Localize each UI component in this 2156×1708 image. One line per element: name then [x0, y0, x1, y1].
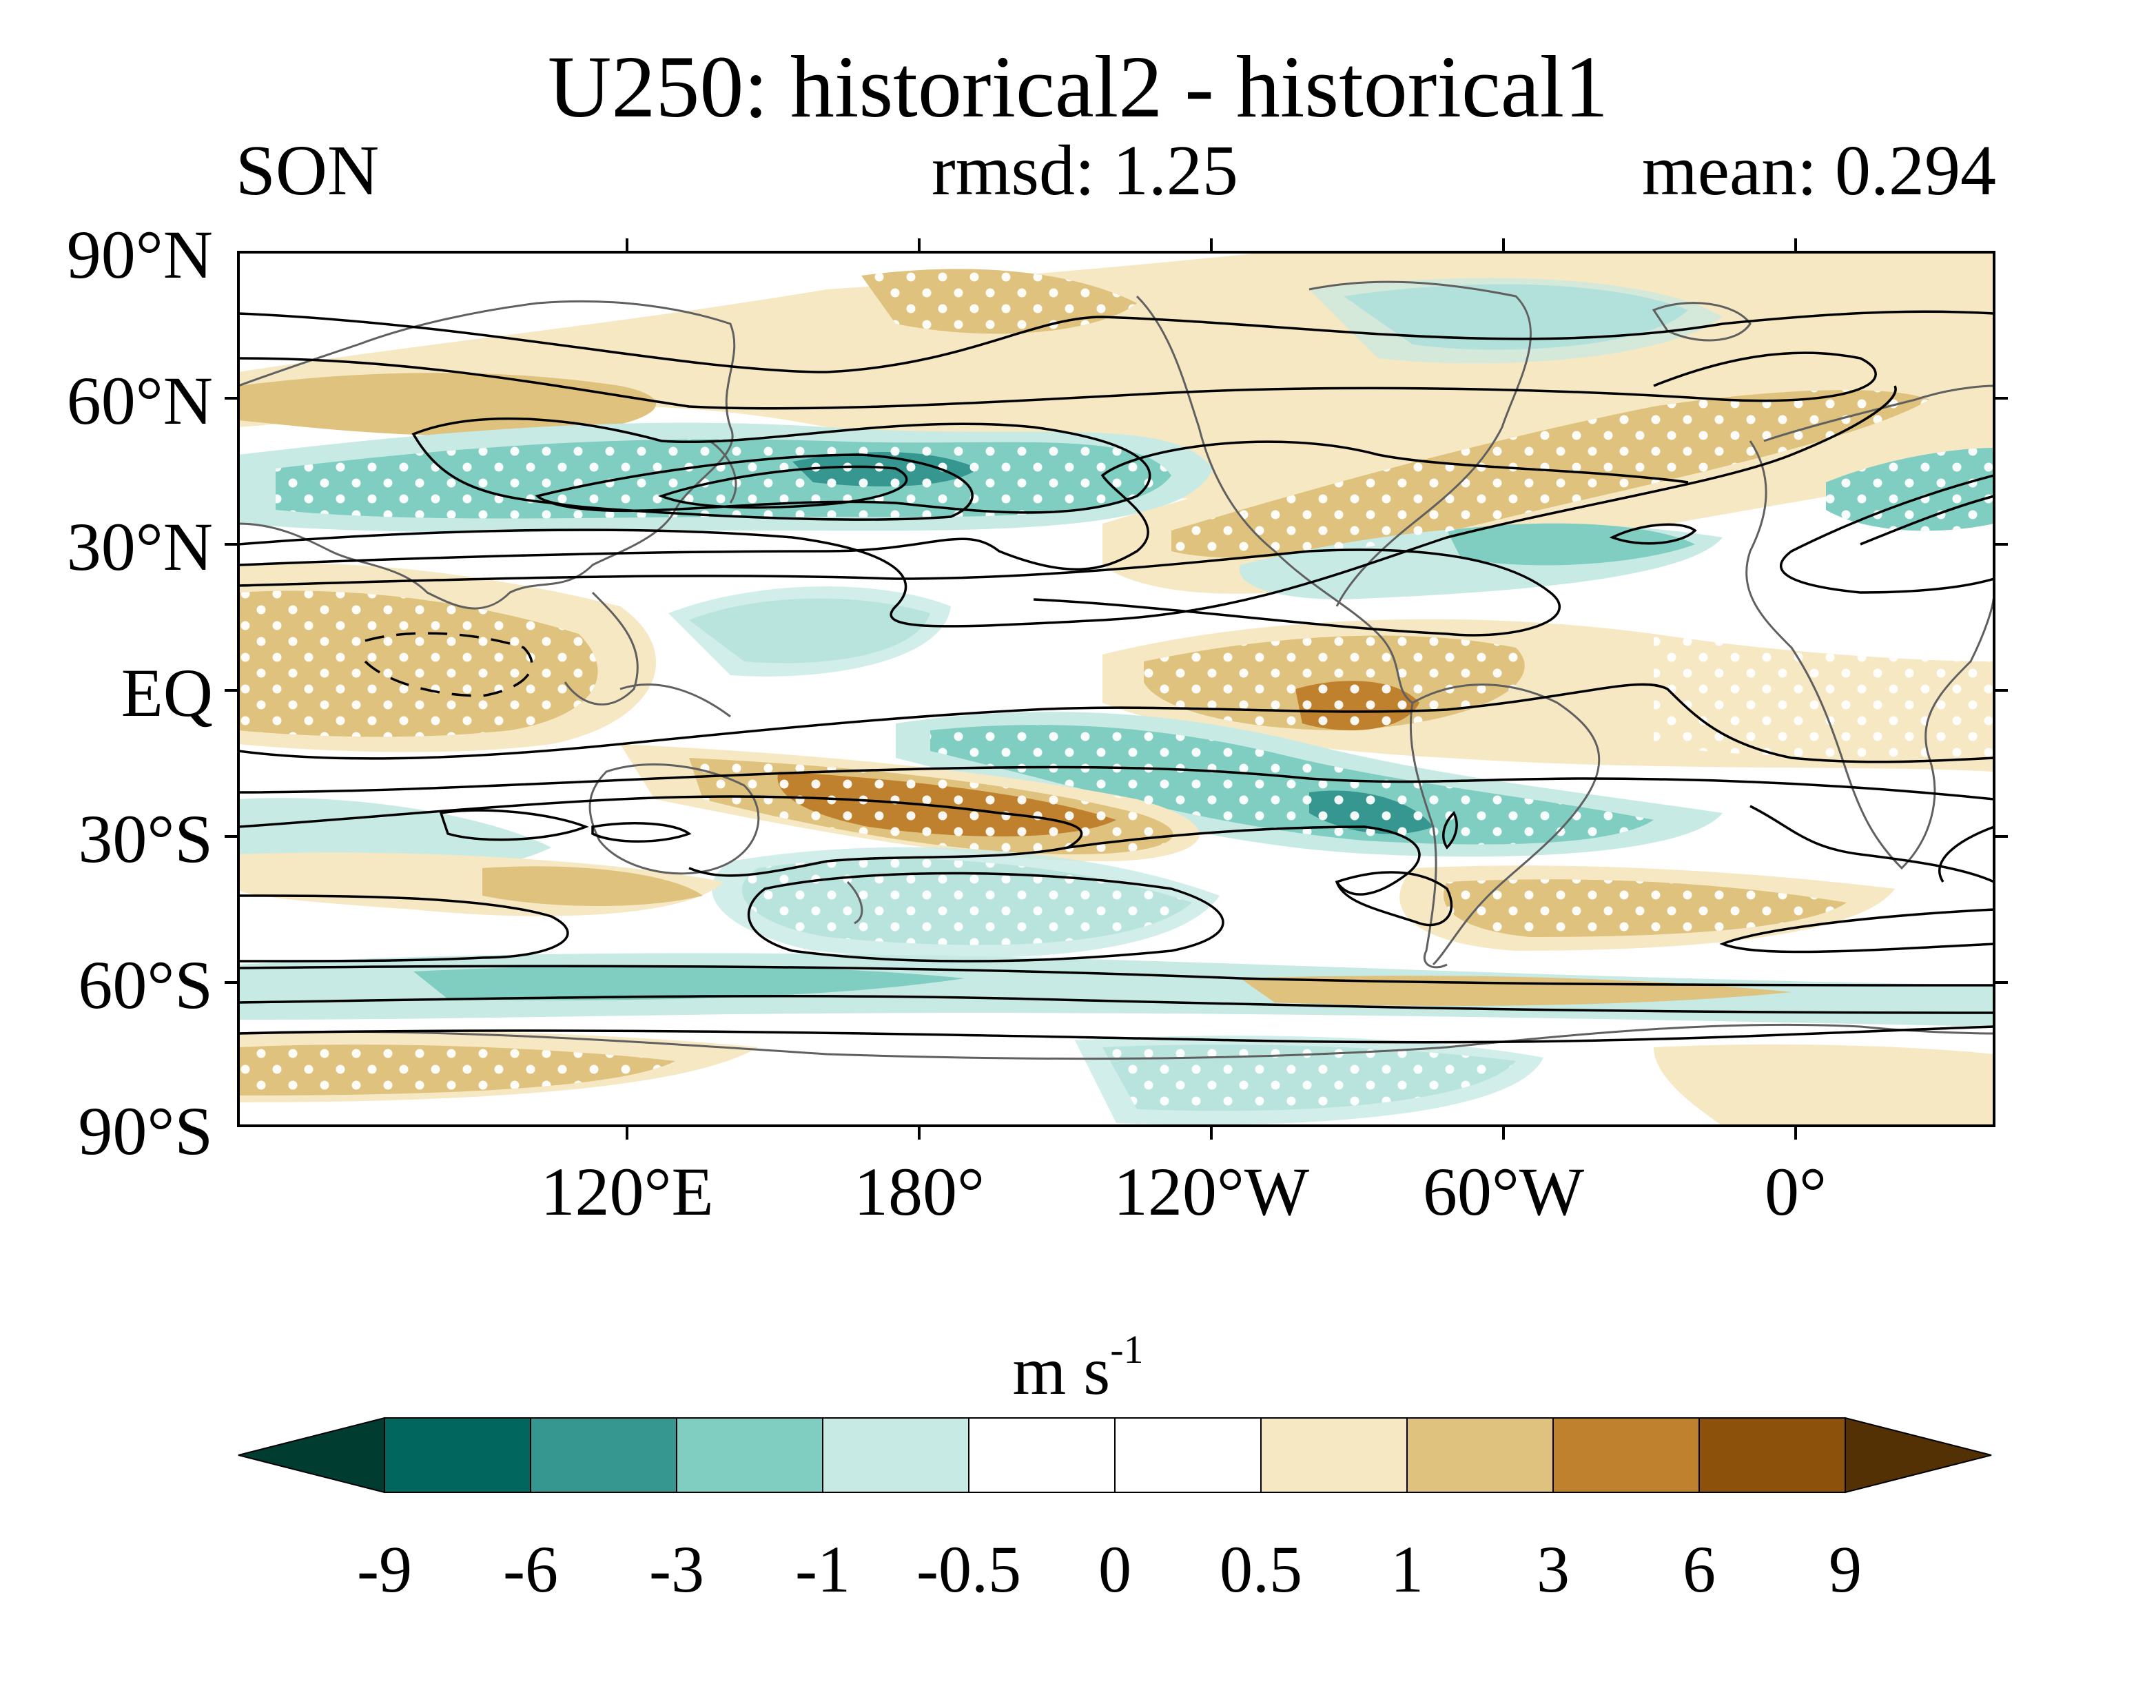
lat-label-60s: 60°S [78, 947, 213, 1023]
lat-label-90s: 90°S [78, 1093, 213, 1169]
lat-label-eq: EQ [121, 655, 213, 731]
mean-label: mean: 0.294 [1641, 131, 1996, 210]
cb-tick-8: 3 [1537, 1532, 1570, 1606]
colorbar-swatch-3 [822, 1417, 969, 1493]
colorbar-swatch-5 [1114, 1417, 1262, 1493]
lat-label-60n: 60°N [66, 362, 213, 439]
lon-label-120e: 120°E [540, 1153, 714, 1230]
cb-tick-4: -0.5 [916, 1532, 1021, 1606]
lon-label-180: 180° [854, 1153, 985, 1230]
lon-label-0: 0° [1765, 1153, 1827, 1230]
map-frame [225, 238, 2008, 1140]
cb-tick-2: -3 [649, 1532, 704, 1606]
colorbar-swatch-7 [1406, 1417, 1554, 1493]
map-panel [238, 252, 1994, 1126]
colorbar-over-triangle [1845, 1417, 1992, 1494]
lon-label-120w: 120°W [1113, 1153, 1310, 1230]
cb-tick-9: 6 [1683, 1532, 1716, 1606]
colorbar-swatch-2 [676, 1417, 823, 1493]
cb-tick-0: -9 [357, 1532, 412, 1606]
cb-tick-7: 1 [1390, 1532, 1424, 1606]
cb-tick-3: -1 [795, 1532, 850, 1606]
lat-label-90n: 90°N [66, 216, 213, 293]
cb-tick-5: 0 [1098, 1532, 1131, 1606]
rmsd-label: rmsd: 1.25 [932, 131, 1238, 210]
colorbar-swatch-6 [1260, 1417, 1408, 1493]
colorbar-swatch-8 [1552, 1417, 1700, 1493]
colorbar-swatch-1 [530, 1417, 677, 1493]
cb-tick-10: 9 [1829, 1532, 1862, 1606]
colorbar-swatch-4 [968, 1417, 1116, 1493]
coastlines [238, 280, 1994, 1060]
colorbar-swatch-9 [1698, 1417, 1846, 1493]
season-label: SON [236, 131, 380, 210]
lat-label-30n: 30°N [66, 508, 213, 585]
lon-label-60w: 60°W [1422, 1153, 1585, 1230]
cb-tick-1: -6 [503, 1532, 558, 1606]
colorbar-under-triangle [238, 1417, 385, 1494]
significance-stippling [238, 269, 1994, 1111]
plot-title: U250: historical2 - historical1 [547, 38, 1609, 136]
climatology-contours [238, 310, 1994, 1044]
colorbar-unit: m s-1 [1012, 1327, 1144, 1409]
colorbar [238, 1417, 1992, 1494]
colorbar-swatch-0 [384, 1417, 531, 1493]
lat-label-30s: 30°S [78, 801, 213, 877]
cb-tick-6: 0.5 [1220, 1532, 1302, 1606]
